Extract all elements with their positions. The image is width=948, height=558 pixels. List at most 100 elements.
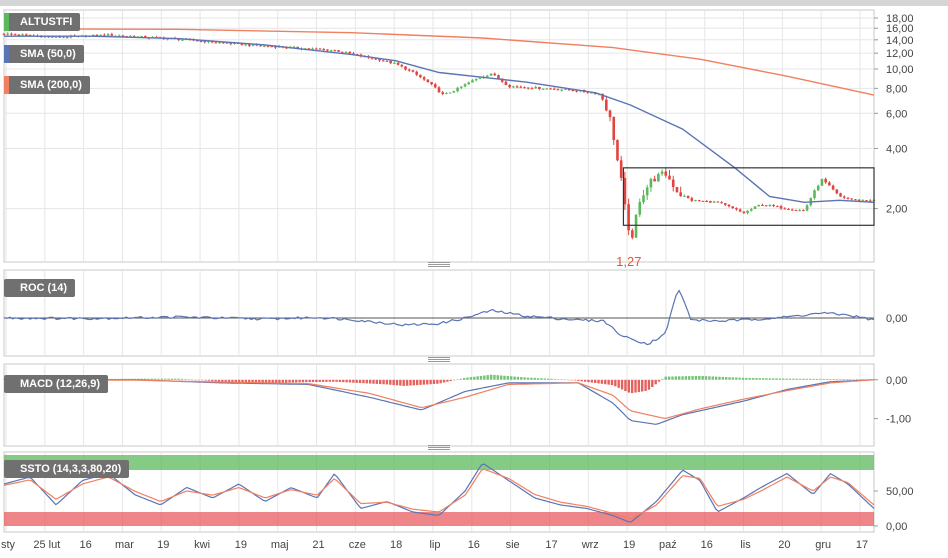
- macd-histogram-bar: [234, 379, 237, 383]
- macd-histogram-bar: [604, 379, 607, 385]
- candle-body: [266, 45, 270, 47]
- macd-histogram-bar: [143, 378, 147, 380]
- macd-histogram-bar: [248, 379, 251, 383]
- main-series-label[interactable]: ALTUSTFI: [4, 13, 81, 31]
- candle-body: [352, 53, 355, 55]
- candle-body: [47, 36, 50, 38]
- ssto-label[interactable]: SSTO (14,3,3,80,20): [4, 460, 130, 478]
- macd-histogram-bar: [580, 379, 583, 382]
- price-axis-tick-label: 4,00: [886, 143, 907, 155]
- price-axis-tick-label: 10,00: [886, 64, 914, 76]
- candle-body: [813, 190, 816, 199]
- macd-histogram-bar: [718, 376, 721, 380]
- candle-body: [452, 91, 456, 93]
- candle-body: [761, 204, 764, 206]
- candle-body: [712, 201, 716, 203]
- macd-histogram-bar: [627, 379, 630, 393]
- candle-body: [619, 160, 623, 178]
- macd-histogram-bar: [553, 378, 557, 380]
- candle-body: [460, 86, 463, 88]
- macd-histogram-bar: [291, 379, 295, 383]
- macd-histogram-bar: [231, 379, 234, 382]
- macd-histogram-bar: [704, 376, 708, 380]
- price-axis-tick-label: 2,00: [886, 204, 907, 216]
- macd-histogram-bar: [190, 379, 194, 381]
- macd-histogram-bar: [812, 378, 815, 380]
- candle-body: [790, 209, 794, 211]
- time-axis-tick-label: 18: [390, 539, 402, 551]
- macd-histogram-bar: [207, 379, 211, 381]
- macd-histogram-bar: [157, 378, 160, 380]
- time-axis-tick-label: 19: [623, 539, 635, 551]
- candle-body: [753, 206, 757, 210]
- sma50-label[interactable]: SMA (50,0): [4, 45, 84, 63]
- macd-histogram-bar: [301, 379, 305, 383]
- candle-body: [716, 201, 720, 203]
- macd-histogram-bar: [610, 379, 614, 386]
- pane-resize-handle-1[interactable]: [428, 262, 450, 268]
- candle-body: [28, 34, 32, 36]
- time-axis-tick-label: 19: [235, 539, 247, 551]
- candle-body: [344, 51, 348, 53]
- candle-body: [831, 185, 835, 190]
- highlight-box: [622, 167, 875, 226]
- time-axis-tick-label: 16: [701, 539, 713, 551]
- candle-body: [686, 195, 690, 199]
- macd-histogram-bar: [348, 379, 352, 383]
- candle-body: [471, 80, 474, 83]
- macd-histogram-bar: [815, 378, 819, 380]
- candle-body: [824, 178, 827, 183]
- candle-body: [601, 93, 604, 100]
- macd-histogram-bar: [167, 378, 170, 380]
- macd-histogram-bar: [536, 378, 540, 380]
- candle-body: [612, 117, 616, 141]
- macd-histogram-bar: [819, 378, 822, 380]
- candle-body: [783, 208, 787, 210]
- candle-body: [616, 140, 619, 161]
- macd-histogram-bar: [856, 379, 859, 380]
- time-axis-tick-label: 21: [312, 539, 324, 551]
- macd-histogram-bar: [318, 379, 321, 382]
- macd-histogram-bar: [452, 379, 456, 381]
- time-axis-tick-label: 25 lut: [33, 539, 60, 551]
- candle-body: [348, 51, 352, 54]
- macd-histogram-bar: [177, 378, 180, 380]
- candle-body: [731, 206, 735, 209]
- candle-body: [842, 196, 846, 198]
- macd-histogram-bar: [362, 379, 365, 384]
- macd-histogram-bar: [829, 378, 832, 380]
- roc-label[interactable]: ROC (14): [4, 279, 76, 297]
- candle-body: [567, 88, 571, 91]
- macd-histogram-bar: [382, 379, 385, 385]
- candle-body: [541, 88, 545, 90]
- candle-body: [857, 199, 861, 201]
- price-axis-tick-label: 16,00: [886, 23, 914, 35]
- pane-resize-handle-2[interactable]: [428, 357, 450, 363]
- macd-histogram-bar: [325, 379, 328, 382]
- macd-histogram-bar: [184, 379, 187, 380]
- candle-body: [110, 34, 114, 36]
- sma200-label[interactable]: SMA (200,0): [4, 76, 90, 94]
- macd-histogram-bar: [862, 379, 866, 380]
- macd-histogram-bar: [540, 378, 543, 380]
- macd-histogram-bar: [486, 375, 489, 380]
- macd-histogram-bar: [499, 375, 503, 380]
- macd-histogram-bar: [365, 379, 368, 384]
- candle-body: [199, 41, 203, 43]
- macd-histogram-bar: [634, 379, 637, 393]
- candle-body: [735, 208, 738, 210]
- candle-body: [690, 198, 694, 201]
- candle-body: [668, 175, 671, 180]
- macd-histogram-bar: [150, 378, 153, 380]
- macd-histogram-bar: [852, 379, 856, 380]
- macd-label-text: MACD (12,26,9): [20, 378, 101, 390]
- macd-label[interactable]: MACD (12,26,9): [4, 375, 109, 393]
- candle-body: [828, 182, 831, 186]
- candle-body: [538, 86, 541, 89]
- pane-resize-handle-3[interactable]: [428, 445, 450, 451]
- macd-histogram-bar: [792, 378, 795, 380]
- macd-histogram-bar: [714, 376, 718, 380]
- candle-body: [467, 82, 471, 85]
- macd-histogram-bar: [493, 374, 496, 380]
